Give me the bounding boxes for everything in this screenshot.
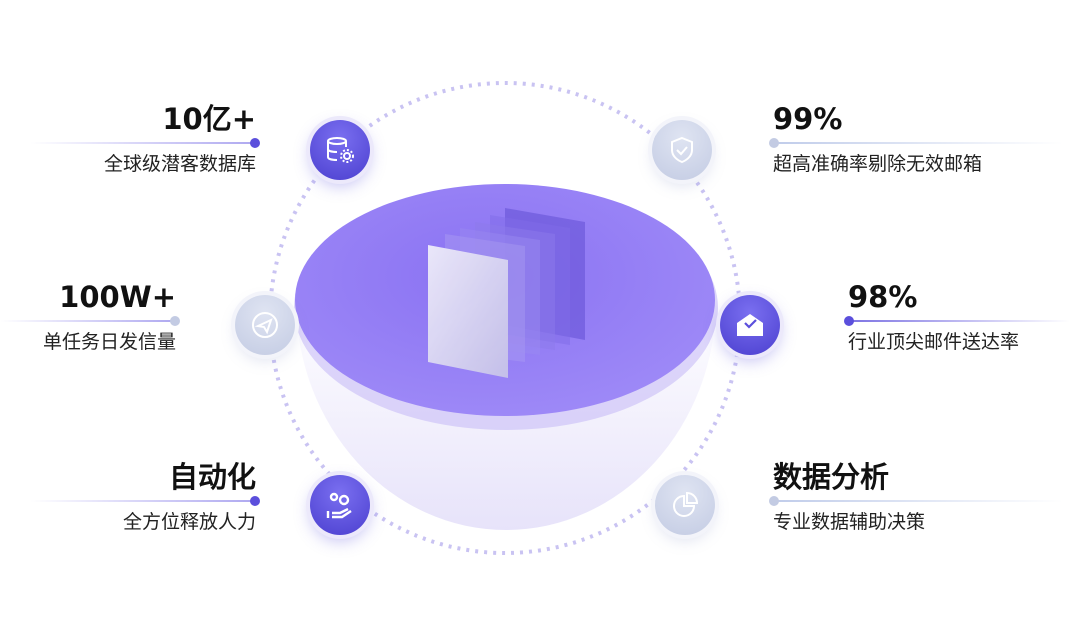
- shield-check-icon: [652, 120, 712, 180]
- feature-title: 数据分析: [773, 460, 890, 494]
- paper-plane-icon: [235, 295, 295, 355]
- feature-analytics: 数据分析 专业数据辅助决策: [769, 460, 1063, 534]
- feature-title: 99%: [773, 102, 843, 136]
- divider: [30, 496, 260, 506]
- feature-accuracy: 99% 超高准确率剔除无效邮箱: [769, 102, 1063, 176]
- pie-chart-icon: [655, 475, 715, 535]
- divider: [844, 316, 1070, 326]
- feature-title: 98%: [848, 280, 918, 314]
- divider: [0, 316, 180, 326]
- feature-subtitle: 专业数据辅助决策: [773, 511, 926, 533]
- feature-automation: 自动化 全方位释放人力: [30, 460, 260, 534]
- feature-database: 10亿+ 全球级潜客数据库: [30, 102, 260, 176]
- feature-title: 100W+: [59, 280, 176, 314]
- hand-gears-icon: [310, 475, 370, 535]
- mail-check-icon: [720, 295, 780, 355]
- divider: [769, 496, 1063, 506]
- divider: [769, 138, 1063, 148]
- feature-title: 10亿+: [162, 102, 256, 136]
- database-gear-icon: [310, 120, 370, 180]
- feature-title: 自动化: [168, 460, 256, 494]
- stacked-cards: [428, 208, 585, 378]
- feature-subtitle: 全球级潜客数据库: [103, 153, 256, 175]
- divider: [30, 138, 260, 148]
- feature-subtitle: 行业顶尖邮件送达率: [848, 331, 1020, 353]
- feature-subtitle: 超高准确率剔除无效邮箱: [773, 153, 983, 175]
- feature-subtitle: 全方位释放人力: [122, 511, 256, 533]
- feature-delivery: 98% 行业顶尖邮件送达率: [844, 280, 1070, 354]
- feature-daily-send: 100W+ 单任务日发信量: [0, 280, 180, 354]
- feature-subtitle: 单任务日发信量: [42, 331, 176, 353]
